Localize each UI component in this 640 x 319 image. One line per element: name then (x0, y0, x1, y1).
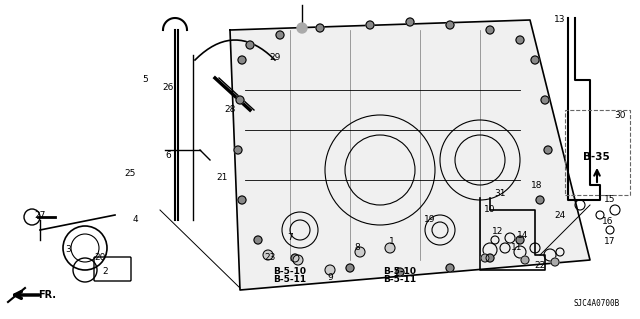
Text: B-5-10: B-5-10 (273, 268, 307, 277)
Text: 15: 15 (604, 196, 616, 204)
Circle shape (446, 21, 454, 29)
Circle shape (481, 254, 489, 262)
Circle shape (366, 21, 374, 29)
Text: 31: 31 (494, 189, 506, 197)
Circle shape (297, 23, 307, 33)
Text: 20: 20 (94, 254, 106, 263)
Circle shape (254, 236, 262, 244)
Text: 26: 26 (163, 84, 173, 93)
Text: 13: 13 (554, 16, 566, 25)
Circle shape (276, 31, 284, 39)
Text: 23: 23 (264, 254, 276, 263)
Circle shape (355, 247, 365, 257)
Circle shape (238, 196, 246, 204)
Text: 14: 14 (517, 231, 529, 240)
Circle shape (406, 18, 414, 26)
Polygon shape (230, 20, 590, 290)
Text: 21: 21 (216, 174, 228, 182)
Text: 25: 25 (124, 168, 136, 177)
Text: 9: 9 (327, 273, 333, 283)
Text: FR.: FR. (38, 290, 56, 300)
Text: B-35: B-35 (582, 152, 609, 162)
Text: 7: 7 (287, 233, 293, 241)
Circle shape (246, 41, 254, 49)
Circle shape (531, 56, 539, 64)
Circle shape (486, 26, 494, 34)
Circle shape (238, 56, 246, 64)
Circle shape (516, 236, 524, 244)
Circle shape (293, 255, 303, 265)
Text: 18: 18 (531, 181, 543, 189)
Text: 8: 8 (354, 243, 360, 253)
Text: 27: 27 (35, 211, 45, 219)
Circle shape (486, 254, 494, 262)
Text: 1: 1 (389, 238, 395, 247)
Text: B-5-11: B-5-11 (273, 276, 307, 285)
Circle shape (446, 264, 454, 272)
Text: 16: 16 (602, 218, 614, 226)
Text: 29: 29 (269, 54, 281, 63)
Circle shape (521, 256, 529, 264)
Text: B-5-10: B-5-10 (383, 268, 417, 277)
Text: B-5-11: B-5-11 (383, 276, 417, 285)
Text: 24: 24 (554, 211, 566, 219)
Circle shape (551, 258, 559, 266)
Text: 19: 19 (424, 216, 436, 225)
Circle shape (541, 96, 549, 104)
Circle shape (516, 36, 524, 44)
Text: 30: 30 (614, 110, 626, 120)
Text: 2: 2 (102, 266, 108, 276)
Text: 5: 5 (142, 76, 148, 85)
Text: 17: 17 (604, 238, 616, 247)
Text: 4: 4 (132, 216, 138, 225)
Circle shape (385, 243, 395, 253)
Circle shape (544, 146, 552, 154)
Circle shape (325, 265, 335, 275)
Text: 10: 10 (484, 205, 496, 214)
Circle shape (536, 196, 544, 204)
Circle shape (316, 24, 324, 32)
Circle shape (263, 250, 273, 260)
Text: 11: 11 (511, 242, 523, 251)
Circle shape (396, 268, 404, 276)
Circle shape (236, 96, 244, 104)
Text: 6: 6 (165, 151, 171, 160)
Text: SJC4A0700B: SJC4A0700B (573, 299, 620, 308)
Circle shape (346, 264, 354, 272)
Circle shape (291, 254, 299, 262)
Text: 22: 22 (534, 261, 546, 270)
Text: 3: 3 (65, 244, 71, 254)
Circle shape (234, 146, 242, 154)
Text: 28: 28 (224, 106, 236, 115)
Text: 12: 12 (492, 226, 504, 235)
